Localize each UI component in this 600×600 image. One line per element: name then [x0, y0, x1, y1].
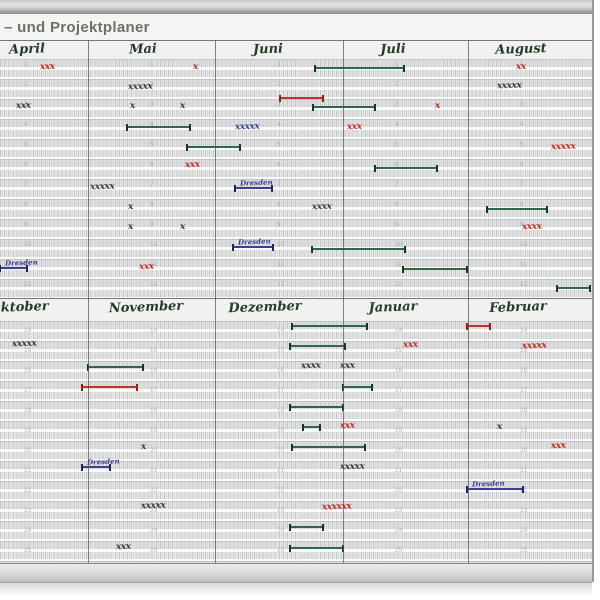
month-divider: [343, 40, 344, 563]
month-label-juni: Juni: [252, 41, 284, 58]
grid-bottom-half: [0, 321, 592, 563]
month-label-oktober: Oktober: [0, 298, 49, 317]
frame-right-edge: [592, 0, 594, 582]
month-label-april: April: [8, 41, 46, 58]
frame-bottom: [0, 563, 592, 583]
month-divider: [468, 40, 469, 563]
frame-top: [0, 0, 594, 14]
month-label-mai: Mai: [128, 41, 158, 58]
month-label-juli: Juli: [380, 41, 406, 58]
month-divider: [88, 40, 89, 563]
board-title: – und Projektplaner: [4, 19, 150, 36]
month-label-februar: Februar: [489, 299, 547, 316]
title-band: – und Projektplaner: [0, 14, 592, 40]
month-label-januar: Januar: [368, 299, 418, 316]
month-divider: [215, 40, 216, 563]
month-label-dezember: Dezember: [228, 298, 302, 317]
month-label-august: August: [495, 41, 547, 58]
month-label-november: November: [108, 298, 184, 317]
board-shadow: [0, 582, 592, 596]
